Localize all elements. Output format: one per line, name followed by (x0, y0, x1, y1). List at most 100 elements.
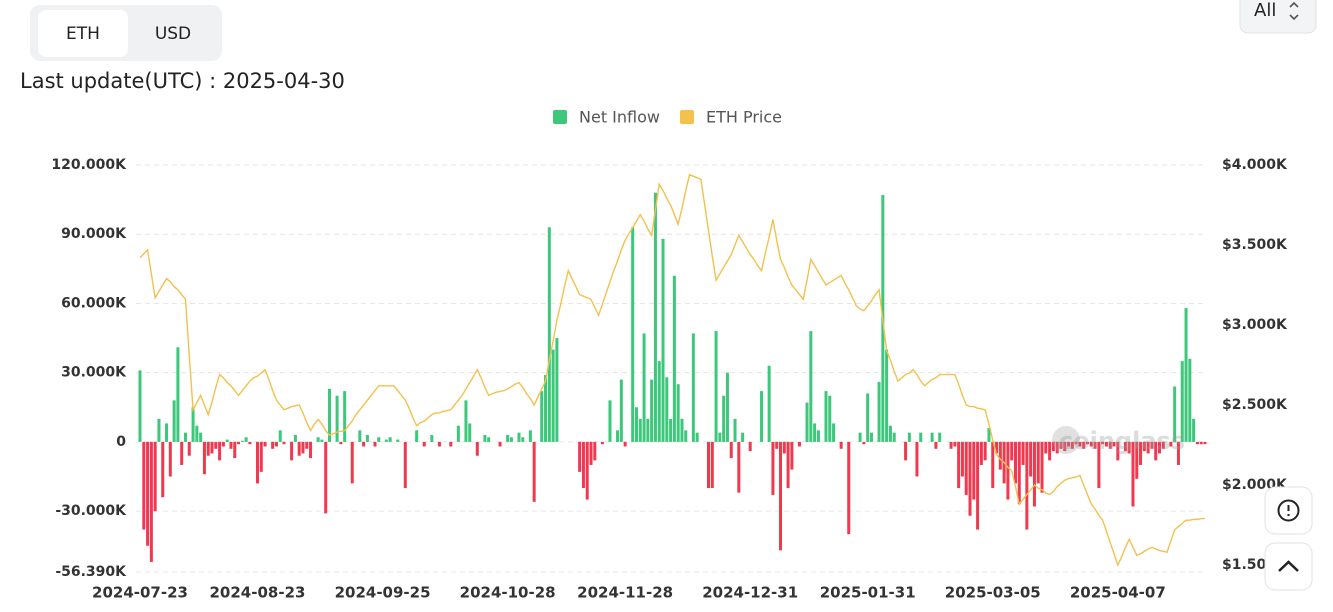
bar (339, 441, 343, 445)
bar (858, 432, 862, 442)
bar (1082, 441, 1086, 449)
bar (578, 441, 582, 472)
bar (631, 227, 635, 442)
bar (775, 441, 779, 449)
bar (149, 441, 153, 562)
bar (1150, 441, 1154, 449)
bar (1074, 441, 1078, 445)
range-value[interactable]: All (1254, 0, 1276, 21)
bar (365, 434, 369, 442)
bar (1116, 441, 1120, 461)
bar (1127, 441, 1131, 454)
range-select[interactable] (1239, 0, 1317, 34)
bar (309, 441, 313, 459)
y-tick-label: -30.000K (55, 503, 127, 519)
bar (350, 441, 354, 484)
bar (1203, 441, 1207, 445)
bar (183, 432, 187, 442)
bar (1078, 441, 1082, 447)
price-line (139, 173, 1205, 567)
bar (998, 441, 1002, 470)
bar (839, 441, 843, 449)
bar (146, 441, 150, 546)
bar (475, 441, 479, 456)
bar (305, 441, 309, 449)
bar (1032, 441, 1036, 507)
bar (797, 441, 801, 447)
bar (229, 441, 233, 449)
bar (979, 441, 983, 465)
bar (335, 395, 339, 442)
bar (449, 441, 453, 447)
bar (415, 430, 419, 442)
legend-swatch (679, 110, 694, 124)
bar (206, 441, 210, 456)
bar (725, 372, 729, 442)
bar (301, 441, 305, 454)
bar (290, 441, 294, 461)
x-tick-label: 2025-03-05 (945, 584, 1041, 602)
bar (157, 418, 161, 442)
bar (1184, 308, 1188, 442)
bar (790, 441, 794, 470)
unit-eth[interactable]: ETH (66, 24, 100, 44)
scroll-top-icon (1278, 560, 1299, 572)
bar (547, 227, 551, 442)
bar (1013, 441, 1017, 484)
x-tick-label: 2024-11-28 (577, 584, 673, 602)
bar (695, 432, 699, 442)
bar (710, 441, 714, 489)
bar (960, 441, 964, 477)
bar (934, 441, 938, 449)
bar (767, 365, 771, 442)
bar (824, 391, 828, 442)
bar (225, 439, 229, 442)
bar (403, 441, 407, 489)
bar (240, 440, 244, 442)
bar (741, 432, 745, 442)
bar (1097, 441, 1101, 489)
scroll-top-button[interactable] (1264, 542, 1313, 591)
unit-eth-bg[interactable] (38, 10, 128, 57)
bar (1044, 441, 1048, 454)
bar (832, 423, 836, 442)
x-tick-label: 2025-04-07 (1070, 584, 1166, 602)
bar (498, 441, 502, 447)
watermark: coinglass (1059, 427, 1185, 455)
settings-icon (1277, 499, 1300, 522)
bar (1063, 441, 1067, 452)
bar (343, 391, 347, 442)
y2-tick-label: $3.000K (1222, 317, 1288, 333)
bar (464, 400, 468, 442)
bar (362, 441, 366, 447)
unit-usd[interactable]: USD (155, 24, 191, 44)
bar (324, 441, 328, 514)
bar (869, 432, 873, 442)
bar (551, 349, 555, 442)
bar (748, 441, 752, 452)
bar (468, 423, 472, 442)
bar (517, 432, 521, 442)
bar (1112, 441, 1116, 447)
x-tick-label: 2024-09-25 (335, 584, 431, 602)
y2-tick-label: $4.000K (1222, 157, 1288, 173)
bar (585, 441, 589, 500)
bar (676, 384, 680, 442)
bar (1131, 441, 1135, 507)
bar (964, 441, 968, 495)
bar (255, 441, 259, 484)
bar (1173, 386, 1177, 442)
bar (729, 441, 733, 459)
y2-tick-label: $2.500K (1222, 397, 1288, 413)
bar (384, 439, 388, 442)
bar (456, 425, 460, 442)
bar (707, 441, 710, 489)
y-tick-label: -56.390K (55, 564, 127, 580)
bar (1017, 441, 1021, 505)
bar (509, 437, 513, 442)
bar (915, 441, 919, 477)
bar (1104, 441, 1108, 447)
bar (161, 441, 165, 498)
bar (259, 441, 263, 472)
